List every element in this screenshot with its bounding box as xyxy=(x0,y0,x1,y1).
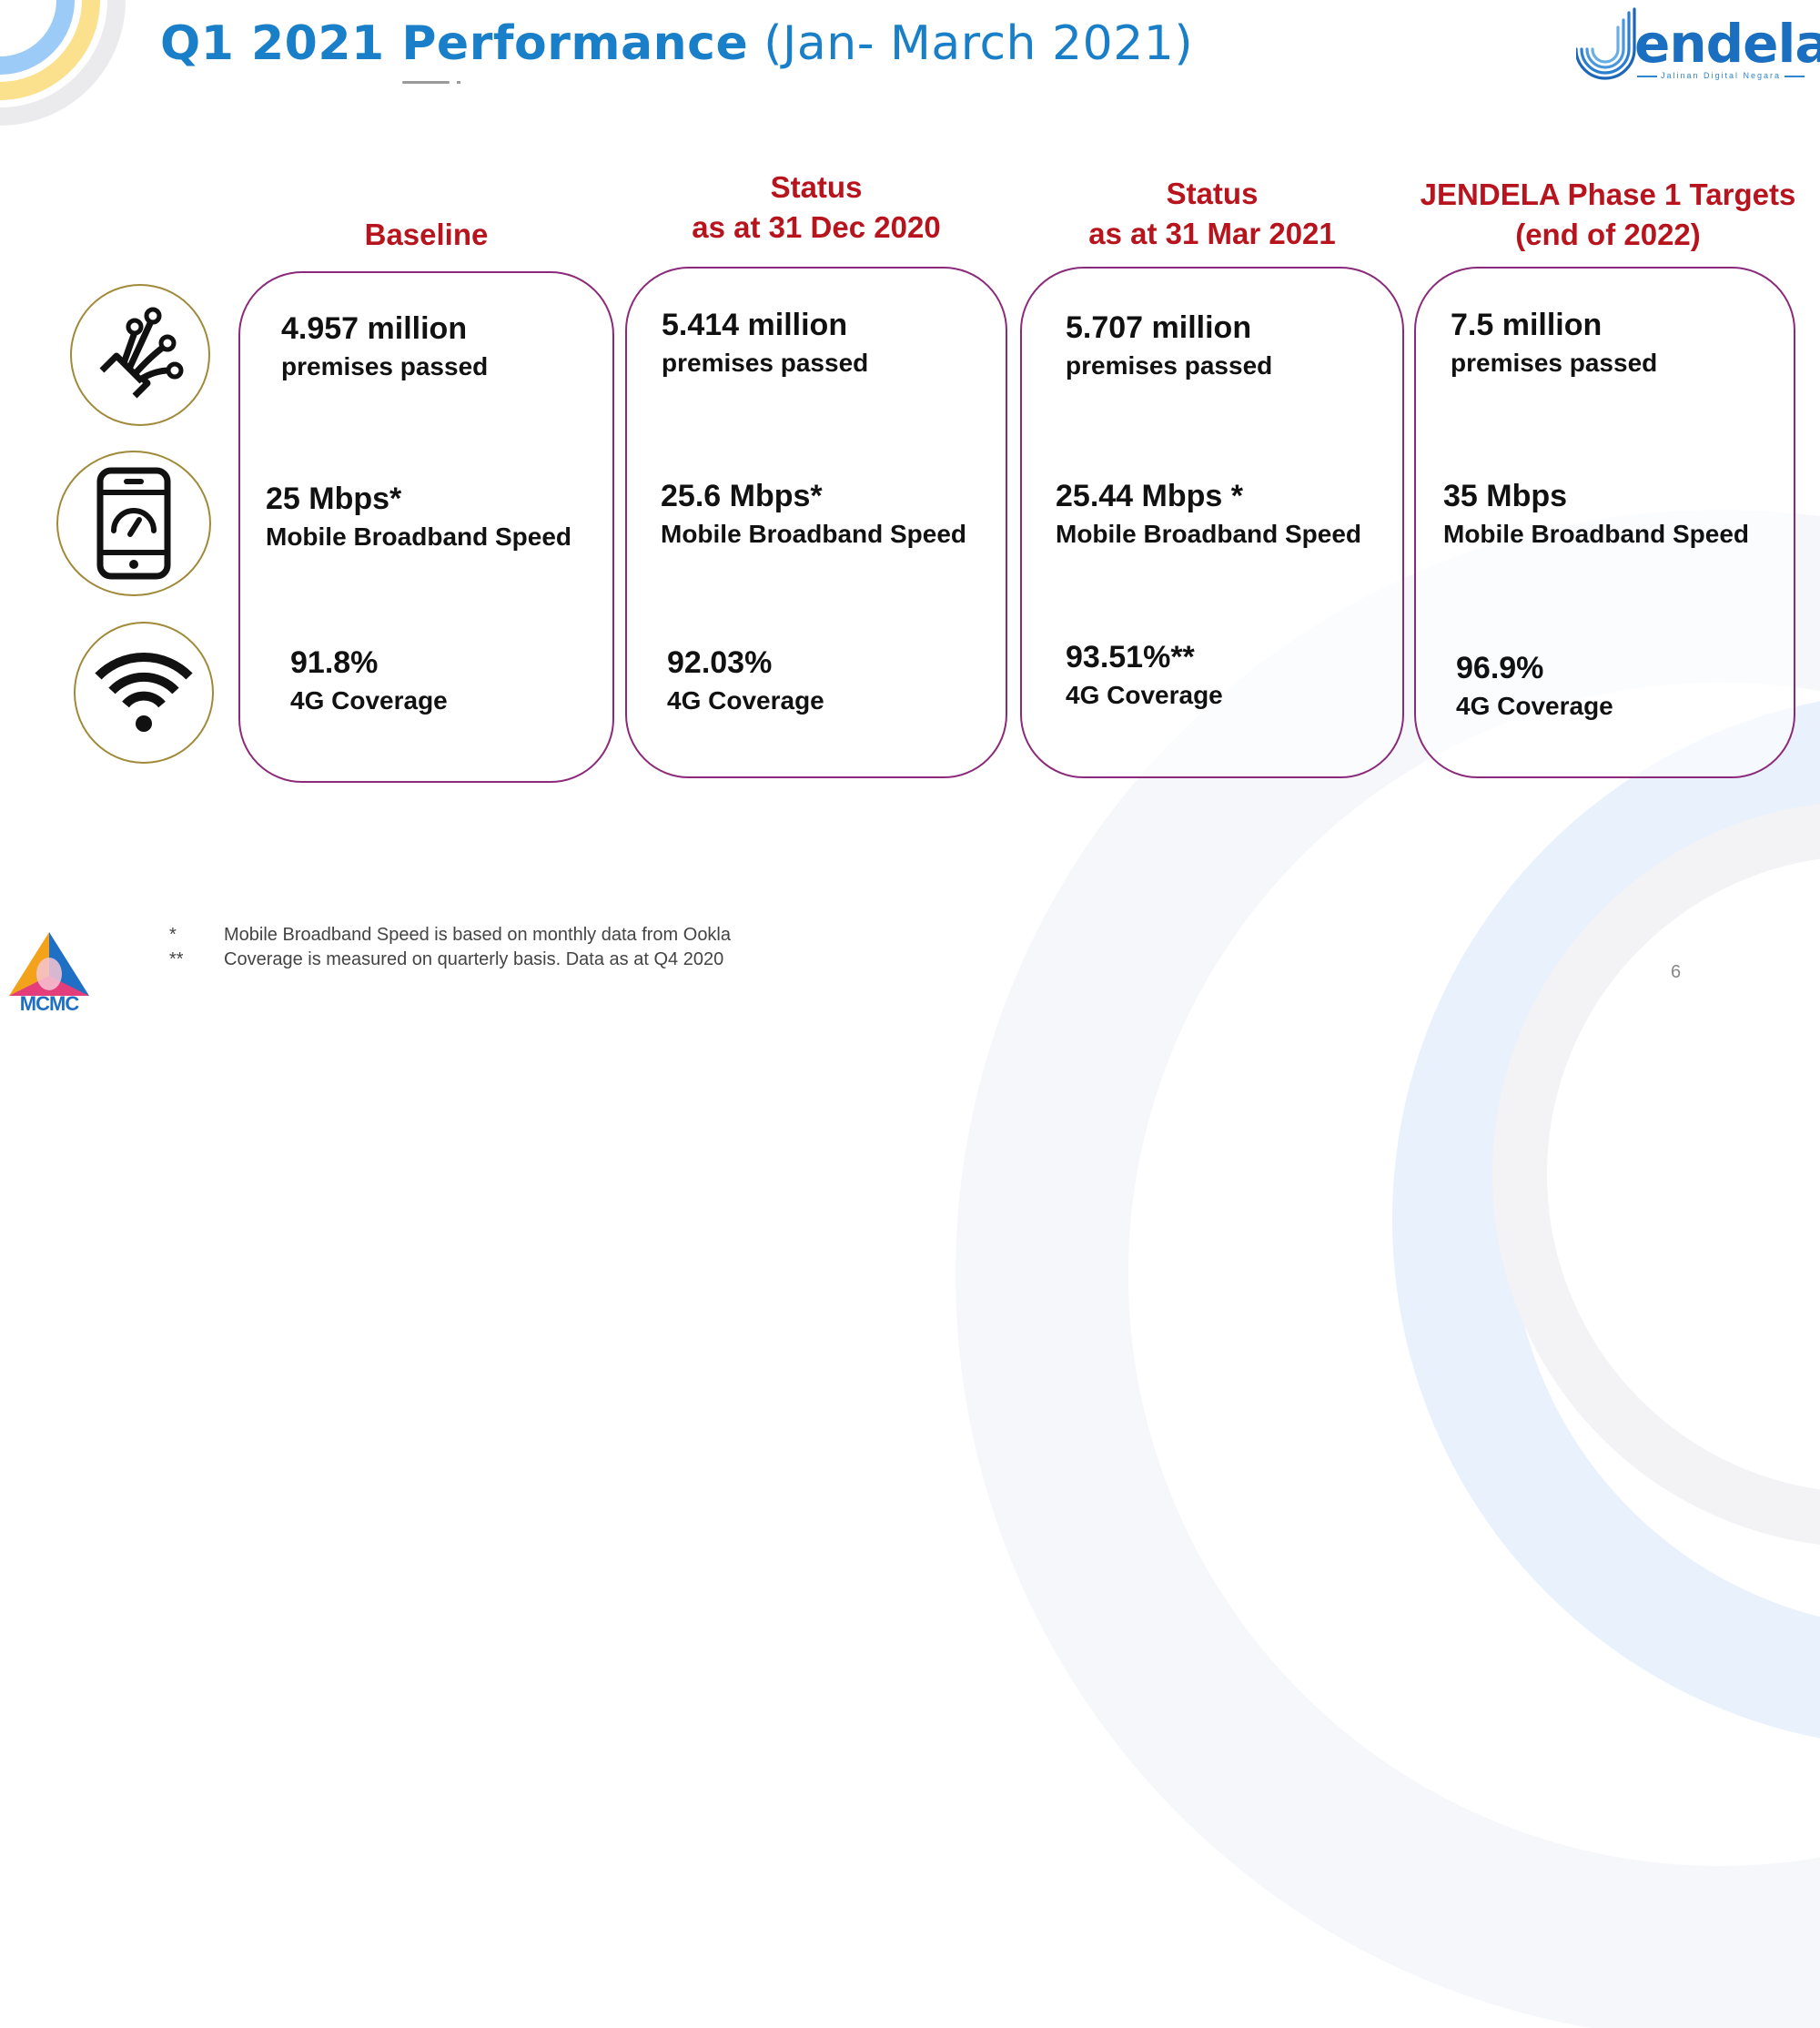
logo-tagline: Jalinan Digital Negara xyxy=(1633,71,1808,80)
heading-line: as at 31 Mar 2021 xyxy=(1088,217,1336,250)
metric-label: 4G Coverage xyxy=(667,686,824,715)
metric-value: 4.957 million xyxy=(281,311,468,346)
column-heading-targets: JENDELA Phase 1 Targets (end of 2022) xyxy=(1414,175,1802,255)
footnote-text: Mobile Broadband Speed is based on month… xyxy=(224,925,732,945)
mobile-icon-circle xyxy=(56,451,211,596)
speed-metric: 35 Mbps Mobile Broadband Speed xyxy=(1443,477,1749,553)
metric-label: premises passed xyxy=(1066,351,1273,380)
footnote-text: Coverage is measured on quarterly basis.… xyxy=(224,949,724,969)
heading-line: JENDELA Phase 1 Targets xyxy=(1420,177,1796,211)
premises-metric: 5.414 million premises passed xyxy=(662,306,868,382)
card-baseline: 4.957 million premises passed 25 Mbps* M… xyxy=(238,271,614,783)
speed-metric: 25.44 Mbps * Mobile Broadband Speed xyxy=(1056,477,1361,553)
metric-label: 4G Coverage xyxy=(1456,692,1613,720)
column-heading-baseline: Baseline xyxy=(238,215,614,255)
metric-value: 25.44 Mbps * xyxy=(1056,479,1243,513)
footnote: * Mobile Broadband Speed is based on mon… xyxy=(169,923,731,948)
metric-value: 25 Mbps* xyxy=(266,482,402,516)
column-heading-dec-2020: Status as at 31 Dec 2020 xyxy=(625,167,1007,248)
coverage-metric: 96.9% 4G Coverage xyxy=(1456,649,1613,725)
coverage-metric: 92.03% 4G Coverage xyxy=(667,644,824,720)
card-targets: 7.5 million premises passed 35 Mbps Mobi… xyxy=(1414,267,1795,778)
tagline-text: Jalinan Digital Negara xyxy=(1661,71,1782,80)
card-dec-2020: 5.414 million premises passed 25.6 Mbps*… xyxy=(625,267,1007,778)
metric-value: 5.414 million xyxy=(662,308,848,342)
footnote-mark: ** xyxy=(169,949,184,969)
heading-line: Baseline xyxy=(364,218,489,251)
corner-arcs-decoration xyxy=(0,0,126,126)
metric-label: Mobile Broadband Speed xyxy=(661,520,967,548)
title-underline xyxy=(402,81,450,84)
metric-label: Mobile Broadband Speed xyxy=(1056,520,1362,548)
jendela-logo-icon xyxy=(1576,7,1636,80)
title-main: Q1 2021 Performance xyxy=(160,16,749,71)
mcmc-logo-icon xyxy=(9,932,89,996)
card-mar-2021: 5.707 million premises passed 25.44 Mbps… xyxy=(1020,267,1404,778)
premises-metric: 4.957 million premises passed xyxy=(281,309,488,386)
metric-value: 96.9% xyxy=(1456,651,1544,685)
title-underline-dot xyxy=(457,81,460,84)
page-title: Q1 2021 Performance (Jan- March 2021) xyxy=(160,16,1193,71)
metric-label: premises passed xyxy=(662,349,869,377)
tagline-bar xyxy=(1785,75,1805,77)
metric-value: 92.03% xyxy=(667,645,773,680)
footnotes: * Mobile Broadband Speed is based on mon… xyxy=(169,923,731,972)
mcmc-logo-text: MCMC xyxy=(19,992,79,1015)
metric-value: 35 Mbps xyxy=(1443,479,1568,513)
metric-label: 4G Coverage xyxy=(290,686,448,715)
footnote: ** Coverage is measured on quarterly bas… xyxy=(169,948,731,972)
footnote-mark: * xyxy=(169,925,177,945)
coverage-metric: 93.51%** 4G Coverage xyxy=(1066,638,1223,715)
metric-label: Mobile Broadband Speed xyxy=(1443,520,1750,548)
logo-wordmark: endela xyxy=(1634,13,1820,75)
heading-line: Status xyxy=(770,170,863,204)
metric-value: 25.6 Mbps* xyxy=(661,479,823,513)
metric-label: premises passed xyxy=(281,352,489,380)
heading-line: as at 31 Dec 2020 xyxy=(692,210,941,244)
metric-value: 91.8% xyxy=(290,645,379,680)
premises-metric: 7.5 million premises passed xyxy=(1451,306,1657,382)
tagline-bar xyxy=(1637,75,1657,77)
fiber-optic-icon xyxy=(99,307,184,399)
metric-value: 5.707 million xyxy=(1066,310,1252,345)
metric-label: Mobile Broadband Speed xyxy=(266,522,572,551)
metric-value: 93.51%** xyxy=(1066,640,1195,674)
premises-metric: 5.707 million premises passed xyxy=(1066,309,1272,385)
speed-metric: 25 Mbps* Mobile Broadband Speed xyxy=(266,480,571,556)
wifi-icon-circle xyxy=(74,622,214,764)
fiber-icon-circle xyxy=(70,284,210,426)
heading-line: (end of 2022) xyxy=(1515,218,1701,251)
speed-metric: 25.6 Mbps* Mobile Broadband Speed xyxy=(661,477,966,553)
metric-label: premises passed xyxy=(1451,349,1658,377)
column-heading-mar-2021: Status as at 31 Mar 2021 xyxy=(1020,174,1404,254)
coverage-metric: 91.8% 4G Coverage xyxy=(290,644,448,720)
metric-value: 7.5 million xyxy=(1451,308,1603,342)
mobile-speed-icon xyxy=(96,467,171,580)
metric-label: 4G Coverage xyxy=(1066,681,1223,709)
wifi-icon xyxy=(95,652,193,732)
heading-line: Status xyxy=(1166,177,1259,210)
page-number: 6 xyxy=(1671,962,1682,982)
title-period: (Jan- March 2021) xyxy=(763,16,1194,71)
